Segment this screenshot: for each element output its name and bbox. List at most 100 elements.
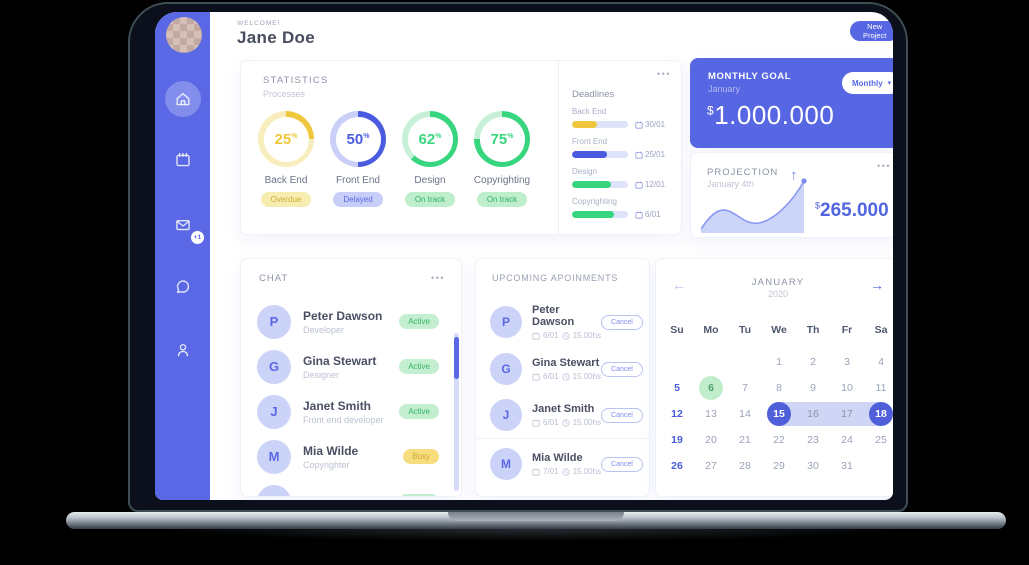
calendar-day[interactable]: 14 — [739, 408, 751, 420]
cancel-button[interactable]: Cancel — [601, 456, 643, 472]
chat-member-row[interactable]: M Mia Wilde Copyrighter Busy — [241, 434, 461, 479]
calendar-day[interactable]: 8 — [776, 382, 782, 394]
goal-month: January — [708, 84, 741, 94]
page-title-username: Jane Doe — [237, 28, 315, 47]
cancel-button[interactable]: Cancel — [601, 314, 643, 330]
status-badge: On track — [404, 192, 456, 207]
progress-bar — [572, 181, 628, 188]
ring-label: Front End — [336, 175, 380, 186]
home-icon — [176, 92, 190, 106]
deadline-row: Design 12/01 — [572, 167, 666, 189]
sidebar-item-mail[interactable]: +1 — [165, 207, 204, 244]
calendar-icon — [176, 152, 190, 167]
laptop-shadow — [150, 529, 910, 541]
goal-title: MONTHLY GOAL — [708, 71, 792, 82]
calendar-day[interactable]: 30 — [807, 460, 819, 472]
calendar-day-selected[interactable]: 18 — [864, 401, 893, 427]
projection-amount: $265.000 — [815, 200, 889, 221]
calendar-day[interactable]: 5 — [674, 382, 680, 394]
calendar-day[interactable]: 7 — [742, 382, 748, 394]
calendar-day[interactable]: 23 — [807, 434, 819, 446]
next-month-arrow-icon[interactable]: → — [870, 277, 884, 293]
avatar: P — [257, 484, 291, 496]
avatar: M — [490, 448, 522, 480]
calendar-day[interactable]: 26 — [671, 460, 683, 472]
calendar-day[interactable]: 19 — [671, 434, 683, 446]
calendar-day[interactable]: 3 — [844, 356, 850, 368]
calendar-day[interactable]: 28 — [739, 460, 751, 472]
calendar-day[interactable] — [728, 349, 762, 375]
user-avatar[interactable] — [166, 17, 202, 53]
deadlines-section: ••• Deadlines Back End 30/01 Front End — [558, 61, 683, 234]
calendar-day[interactable]: 13 — [705, 408, 717, 420]
calendar-day[interactable]: 21 — [739, 434, 751, 446]
welcome-label: WELCOME! — [237, 20, 281, 27]
cancel-button[interactable]: Cancel — [601, 361, 643, 377]
calendar-day[interactable]: 27 — [705, 460, 717, 472]
new-project-button[interactable]: New Project — [850, 21, 893, 41]
calendar-day-selected[interactable]: 15 — [762, 401, 796, 427]
more-menu-icon[interactable]: ••• — [431, 273, 445, 283]
calendar-day[interactable]: 20 — [705, 434, 717, 446]
calendar-day[interactable]: 10 — [841, 382, 853, 394]
status-badge: Overdue — [260, 192, 312, 207]
chat-card: CHAT ••• P Peter Dawson Developer Active … — [240, 258, 462, 497]
calendar-day[interactable] — [694, 349, 728, 375]
calendar-day[interactable]: 2 — [810, 356, 816, 368]
chevron-down-icon: ▾ — [887, 80, 892, 87]
ring-chart: 25% — [258, 111, 314, 167]
cancel-button[interactable]: Cancel — [601, 407, 643, 423]
prev-month-arrow-icon[interactable]: ← — [672, 277, 686, 293]
calendar-day[interactable]: 22 — [773, 434, 785, 446]
scrollbar-track[interactable] — [454, 333, 459, 491]
calendar-day[interactable]: 9 — [810, 382, 816, 394]
chat-icon — [176, 280, 190, 294]
appointment-row: M Mia Wilde 7/01 15.00hs Cancel — [476, 447, 649, 481]
more-menu-icon[interactable]: ••• — [877, 161, 891, 171]
appointments-title: UPCOMING APOINMENTS — [492, 273, 619, 283]
appointment-meta: 7/01 15.00hs — [532, 467, 601, 476]
calendar-day[interactable]: 25 — [875, 434, 887, 446]
ring-front-end: 50% Front End Delayed — [322, 111, 394, 207]
status-badge: Active — [399, 404, 439, 419]
calendar-day[interactable]: 4 — [878, 356, 884, 368]
statistics-card: STATISTICS Processes 25% Back End Overdu… — [240, 60, 682, 235]
calendar-day[interactable]: 11 — [875, 382, 887, 394]
chat-member-row[interactable]: J Janet Smith Front end developer Active — [241, 389, 461, 434]
calendar-card: ← → JANUARY 2020 Su Mo Tu We Th Fr Sa 1 — [655, 258, 893, 497]
avatar: M — [257, 439, 291, 474]
calendar-day[interactable] — [660, 349, 694, 375]
scrollbar-thumb[interactable] — [454, 337, 459, 379]
deadline-row: Front End 25/01 — [572, 137, 666, 159]
chat-member-row[interactable]: P Peter Dawson Active — [241, 479, 461, 496]
calendar-day[interactable]: 31 — [841, 460, 853, 472]
calendar-day[interactable]: 1 — [776, 356, 782, 368]
calendar-day[interactable] — [864, 453, 893, 479]
chat-member-row[interactable]: G Gina Stewart Designer Active — [241, 344, 461, 389]
sidebar-item-calendar[interactable] — [165, 142, 201, 178]
calendar-icon — [532, 373, 540, 381]
calendar-day[interactable]: 17 — [841, 408, 853, 420]
ring-chart: 50% — [330, 111, 386, 167]
calendar-day[interactable]: 12 — [671, 408, 683, 420]
sidebar-item-home[interactable] — [165, 81, 201, 117]
sidebar-item-chat[interactable] — [165, 269, 201, 305]
calendar-day[interactable]: 24 — [841, 434, 853, 446]
calendar-day[interactable]: 16 — [807, 408, 819, 420]
chat-member-row[interactable]: P Peter Dawson Developer Active — [241, 299, 461, 344]
calendar-day[interactable]: 29 — [773, 460, 785, 472]
calendar-icon — [532, 468, 540, 476]
appointment-row: P Peter Dawson 6/01 15.00hs Cancel — [476, 304, 649, 340]
projection-card: ••• PROJECTION January 4th ↑ $265.000 — [690, 152, 893, 238]
calendar-weekday-header: Su Mo Tu We Th Fr Sa — [670, 324, 888, 336]
mail-badge: +1 — [191, 231, 204, 244]
sidebar-item-profile[interactable] — [165, 332, 201, 368]
goal-amount: $1.000.000 — [707, 100, 835, 130]
ring-label: Copyrighting — [473, 175, 531, 186]
deadline-row: Copyrighting 6/01 — [572, 197, 661, 219]
more-menu-icon[interactable]: ••• — [657, 69, 671, 79]
calendar-day-highlighted[interactable]: 6 — [694, 375, 728, 401]
avatar: J — [257, 394, 291, 429]
period-dropdown[interactable]: Monthly ▾ — [842, 72, 893, 94]
